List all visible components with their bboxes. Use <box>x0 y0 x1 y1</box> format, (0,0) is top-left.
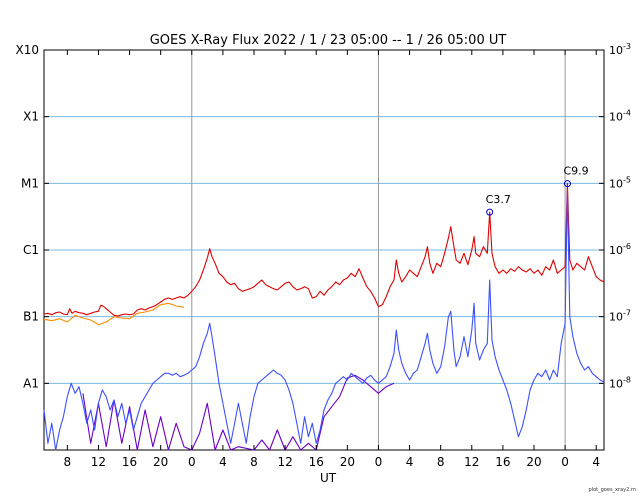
left-axis-label-a1: A1 <box>23 376 39 390</box>
left-axis-label-x1: X1 <box>23 110 39 124</box>
series-line-1 <box>43 302 185 326</box>
x-tick-label-7: 8 <box>250 455 258 469</box>
right-axis-exponent-3: -3 <box>623 42 631 51</box>
right-axis-label-7: 10-7 <box>609 309 631 324</box>
left-axis-labels: X10 X1 M1 C1 B1 A1 <box>16 43 49 390</box>
right-axis-label-8: 10-8 <box>609 375 631 390</box>
x-tick-label-11: 0 <box>375 455 383 469</box>
right-axis-exponent-7: -7 <box>623 309 631 318</box>
x-tick-label-13: 8 <box>437 455 445 469</box>
peak-label-1: C3.7 <box>486 193 511 206</box>
annotation-layer: C3.7 C9.9 <box>486 165 589 216</box>
right-axis-label-3: 10-3 <box>609 42 631 57</box>
x-tick-label-17: 0 <box>561 455 569 469</box>
left-axis-label-c1: C1 <box>23 243 39 257</box>
x-tick-label-10: 20 <box>340 455 355 469</box>
x-tick-label-18: 4 <box>592 455 600 469</box>
left-axis-label-b1: B1 <box>23 310 39 324</box>
right-axis-label-6: 10-6 <box>609 242 631 257</box>
x-tick-label-14: 12 <box>464 455 479 469</box>
x-tick-label-12: 4 <box>406 455 414 469</box>
x-tick-label-15: 16 <box>495 455 510 469</box>
chart-title: GOES X-Ray Flux 2022 / 1 / 23 05:00 -- 1… <box>150 33 507 48</box>
x-tick-label-8: 12 <box>277 455 292 469</box>
x-axis-ticks: 8 12 16 20 0 4 8 12 16 20 0 4 8 12 16 20 0 4 <box>64 50 600 469</box>
left-axis-label-m1: M1 <box>21 176 39 190</box>
x-tick-label-6: 4 <box>219 455 227 469</box>
footer-filename: plot_goes_xray2.rn <box>589 487 636 493</box>
right-axis-label-4: 10-4 <box>609 109 631 124</box>
x-tick-label-9: 16 <box>309 455 324 469</box>
right-axis-exponent-4: -4 <box>623 109 631 118</box>
right-axis-exponent-6: -6 <box>623 242 631 251</box>
x-tick-label-2: 12 <box>91 455 106 469</box>
x-tick-label-1: 8 <box>64 455 72 469</box>
series-line-2 <box>43 182 605 317</box>
peak-marker-2 <box>563 180 571 188</box>
right-axis-label-5: 10-5 <box>609 175 631 190</box>
peak-label-2: C9.9 <box>563 165 588 178</box>
series-layer <box>43 182 605 451</box>
x-tick-label-4: 20 <box>153 455 168 469</box>
x-tick-label-16: 20 <box>526 455 541 469</box>
x-tick-label-5: 0 <box>188 455 196 469</box>
peak-marker-1 <box>486 208 494 216</box>
x-axis-label: UT <box>320 471 337 485</box>
right-axis-exponent-5: -5 <box>623 175 631 184</box>
left-axis-label-x10: X10 <box>16 43 40 57</box>
x-tick-label-3: 16 <box>122 455 137 469</box>
series-line-4 <box>43 189 605 451</box>
gridlines <box>44 116 604 384</box>
right-axis-exponent-8: -8 <box>623 375 631 384</box>
